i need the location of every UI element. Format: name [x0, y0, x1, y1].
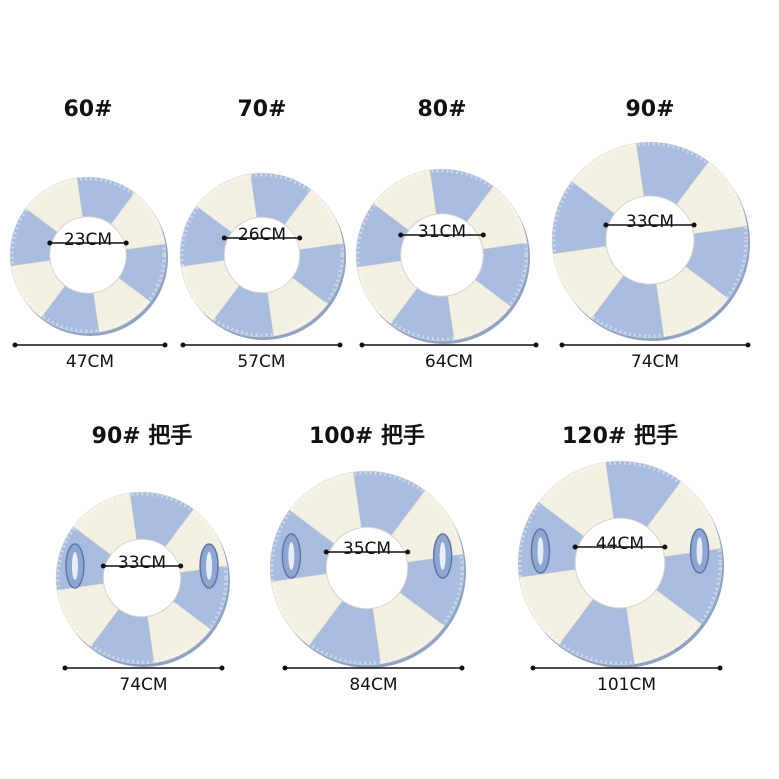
- dim-dot: [47, 240, 53, 246]
- dim-dot: [459, 665, 465, 671]
- ring-edge: [356, 169, 528, 341]
- handle-hole: [288, 542, 295, 570]
- outer-diameter: 57CM: [237, 352, 285, 372]
- dim-dot: [662, 544, 668, 550]
- ring-hole: [574, 517, 666, 609]
- ring-edge: [180, 173, 344, 337]
- size-label: 70#: [237, 97, 286, 122]
- swim-ring: 70# 26CM 57CM: [179, 97, 346, 372]
- dim-dot: [405, 549, 411, 555]
- dim-dot: [359, 342, 365, 348]
- dim-dot: [398, 232, 404, 238]
- handle-hole: [696, 537, 703, 565]
- dim-dot: [62, 665, 68, 671]
- dim-dot: [123, 240, 129, 246]
- dim-dot: [162, 342, 168, 348]
- inner-diameter: 35CM: [343, 539, 391, 559]
- swim-ring: 60# 23CM 47CM: [9, 97, 168, 372]
- swim-ring: 120# 把手 44CM 101CM: [517, 423, 724, 695]
- ring-hole: [102, 538, 182, 618]
- outer-diameter: 84CM: [349, 675, 397, 695]
- inner-diameter: 31CM: [418, 222, 466, 242]
- outer-diameter: 64CM: [425, 352, 473, 372]
- ring-edge: [270, 471, 464, 665]
- dim-dot: [323, 549, 329, 555]
- dim-dot: [691, 222, 697, 228]
- outer-diameter: 47CM: [66, 352, 114, 372]
- dim-dot: [178, 563, 184, 569]
- dim-dot: [337, 342, 343, 348]
- handle-hole: [537, 537, 544, 565]
- dim-dot: [745, 342, 751, 348]
- dim-dot: [533, 342, 539, 348]
- inner-diameter: 33CM: [626, 212, 674, 232]
- inner-diameter: 26CM: [238, 225, 286, 245]
- dim-dot: [282, 665, 288, 671]
- size-label: 100# 把手: [309, 423, 425, 449]
- swim-ring: 90# 33CM 74CM: [551, 97, 751, 372]
- dim-dot: [100, 563, 106, 569]
- ring-edge: [10, 177, 166, 333]
- dim-dot: [12, 342, 18, 348]
- outer-diameter: 101CM: [597, 675, 656, 695]
- dim-dot: [717, 665, 723, 671]
- swim-ring: 90# 把手 33CM 74CM: [55, 423, 230, 695]
- ring-hole: [223, 216, 301, 294]
- ring-hole: [605, 195, 695, 285]
- inner-diameter: 44CM: [596, 534, 644, 554]
- dim-dot: [572, 544, 578, 550]
- ring-edge: [552, 142, 748, 338]
- ring-hole: [325, 526, 409, 610]
- dim-dot: [180, 342, 186, 348]
- inner-diameter: 23CM: [64, 230, 112, 250]
- handle-hole: [71, 552, 78, 580]
- size-label: 90# 把手: [92, 423, 193, 449]
- handle-hole: [206, 552, 213, 580]
- ring-hole: [49, 216, 127, 294]
- dim-dot: [480, 232, 486, 238]
- dim-dot: [297, 235, 303, 241]
- dim-dot: [559, 342, 565, 348]
- ring-edge: [56, 492, 228, 664]
- dim-dot: [219, 665, 225, 671]
- inner-diameter: 33CM: [118, 553, 166, 573]
- size-label: 120# 把手: [562, 423, 678, 449]
- dim-dot: [530, 665, 536, 671]
- swim-ring: 80# 31CM 64CM: [355, 97, 539, 372]
- swim-ring: 100# 把手 35CM 84CM: [269, 423, 466, 695]
- size-label: 60#: [63, 97, 112, 122]
- ring-edge: [518, 461, 722, 665]
- size-label: 90#: [625, 97, 674, 122]
- size-label: 80#: [417, 97, 466, 122]
- dim-dot: [221, 235, 227, 241]
- handle-hole: [439, 542, 446, 570]
- outer-diameter: 74CM: [631, 352, 679, 372]
- outer-diameter: 74CM: [119, 675, 167, 695]
- dim-dot: [603, 222, 609, 228]
